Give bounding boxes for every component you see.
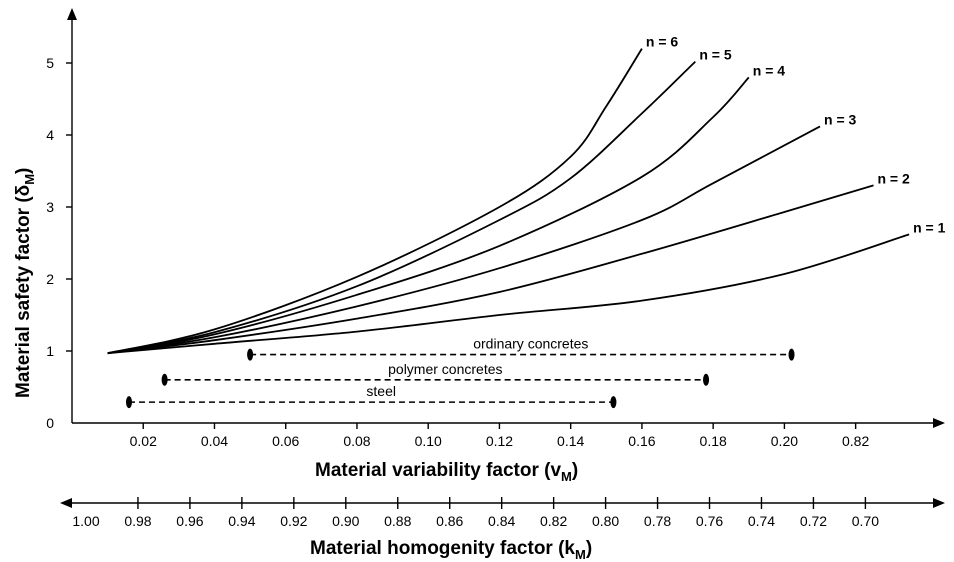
curve-series bbox=[107, 184, 874, 355]
secondary-ticks: 1.00 0.98 0.96 0.94 0.92 0.90 0.88 0.86 0.84 0.82… bbox=[72, 497, 879, 529]
curve-series bbox=[107, 233, 910, 355]
x-axis-title: Material variability factor (vM) bbox=[315, 460, 578, 484]
range-start-marker bbox=[247, 348, 254, 361]
secondary-tick-label: 0.74 bbox=[748, 513, 775, 529]
x-tick-label: 0.10 bbox=[415, 433, 442, 449]
range-label: steel bbox=[366, 383, 396, 399]
secondary-tick-label: 0.92 bbox=[280, 513, 307, 529]
x-tick-label: 0.82 bbox=[842, 433, 869, 449]
y-tick-label: 1 bbox=[46, 343, 54, 359]
curve-series bbox=[107, 76, 750, 355]
y-ticks: 0 1 2 3 4 5 bbox=[46, 55, 72, 431]
x-tick-label: 0.04 bbox=[201, 433, 228, 449]
y-tick-label: 5 bbox=[46, 55, 54, 71]
curve-label: n = 6 bbox=[646, 34, 679, 50]
curve-series bbox=[107, 125, 821, 355]
curve-label: n = 1 bbox=[913, 219, 946, 235]
x-tick-label: 0.02 bbox=[130, 433, 157, 449]
y-tick-label: 2 bbox=[46, 271, 54, 287]
x-tick-label: 0.06 bbox=[272, 433, 299, 449]
secondary-tick-label: 0.70 bbox=[852, 513, 879, 529]
curve-label: n = 5 bbox=[699, 47, 732, 63]
range-end-marker bbox=[788, 348, 795, 361]
curve-label: n = 2 bbox=[877, 170, 910, 186]
secondary-axis-right-arrow bbox=[933, 498, 945, 508]
x-tick-label: 0.20 bbox=[771, 433, 798, 449]
curves: n = 1 n = 2 n = 3 n = 4 n = 5 n = 6 bbox=[107, 34, 946, 355]
curve-series bbox=[107, 60, 696, 355]
y-tick-label: 3 bbox=[46, 199, 54, 215]
x-axis-arrow bbox=[933, 418, 945, 428]
range-start-marker bbox=[161, 373, 168, 386]
curve-label: n = 3 bbox=[824, 111, 857, 127]
secondary-axis-left-arrow bbox=[60, 498, 72, 508]
secondary-tick-label: 0.98 bbox=[124, 513, 151, 529]
secondary-tick-label: 0.72 bbox=[800, 513, 827, 529]
secondary-tick-label: 0.86 bbox=[436, 513, 463, 529]
range-end-marker bbox=[703, 373, 710, 386]
secondary-tick-label: 0.78 bbox=[644, 513, 671, 529]
secondary-tick-label: 0.76 bbox=[696, 513, 723, 529]
x-tick-label: 0.18 bbox=[700, 433, 727, 449]
y-axis-arrow bbox=[67, 8, 77, 20]
secondary-tick-label: 0.90 bbox=[332, 513, 359, 529]
y-axis-title: Material safety factor (δM) bbox=[13, 168, 37, 398]
secondary-tick-label: 1.00 bbox=[72, 513, 99, 529]
secondary-tick-label: 0.80 bbox=[592, 513, 619, 529]
x-ticks: 0.02 0.04 0.06 0.08 0.10 0.12 0.14 0.16 0.18 0.20… bbox=[130, 423, 869, 449]
y-tick-label: 0 bbox=[46, 415, 54, 431]
range-label: ordinary concretes bbox=[473, 336, 588, 352]
axes bbox=[60, 8, 945, 508]
secondary-tick-label: 0.94 bbox=[228, 513, 255, 529]
x-tick-label: 0.12 bbox=[486, 433, 513, 449]
secondary-axis-title: Material homogenity factor (kM) bbox=[310, 538, 592, 562]
secondary-tick-label: 0.84 bbox=[488, 513, 515, 529]
curve-label: n = 4 bbox=[753, 62, 786, 78]
x-tick-label: 0.16 bbox=[628, 433, 655, 449]
x-tick-label: 0.14 bbox=[557, 433, 584, 449]
curve-series bbox=[107, 48, 643, 355]
secondary-tick-label: 0.88 bbox=[384, 513, 411, 529]
x-tick-label: 0.08 bbox=[343, 433, 370, 449]
range-label: polymer concretes bbox=[388, 361, 502, 377]
ranges: ordinary concretes polymer concretes steel bbox=[125, 336, 795, 409]
secondary-tick-label: 0.96 bbox=[176, 513, 203, 529]
y-tick-label: 4 bbox=[46, 127, 54, 143]
secondary-tick-label: 0.82 bbox=[540, 513, 567, 529]
range-end-marker bbox=[610, 396, 617, 409]
range-start-marker bbox=[125, 396, 132, 409]
